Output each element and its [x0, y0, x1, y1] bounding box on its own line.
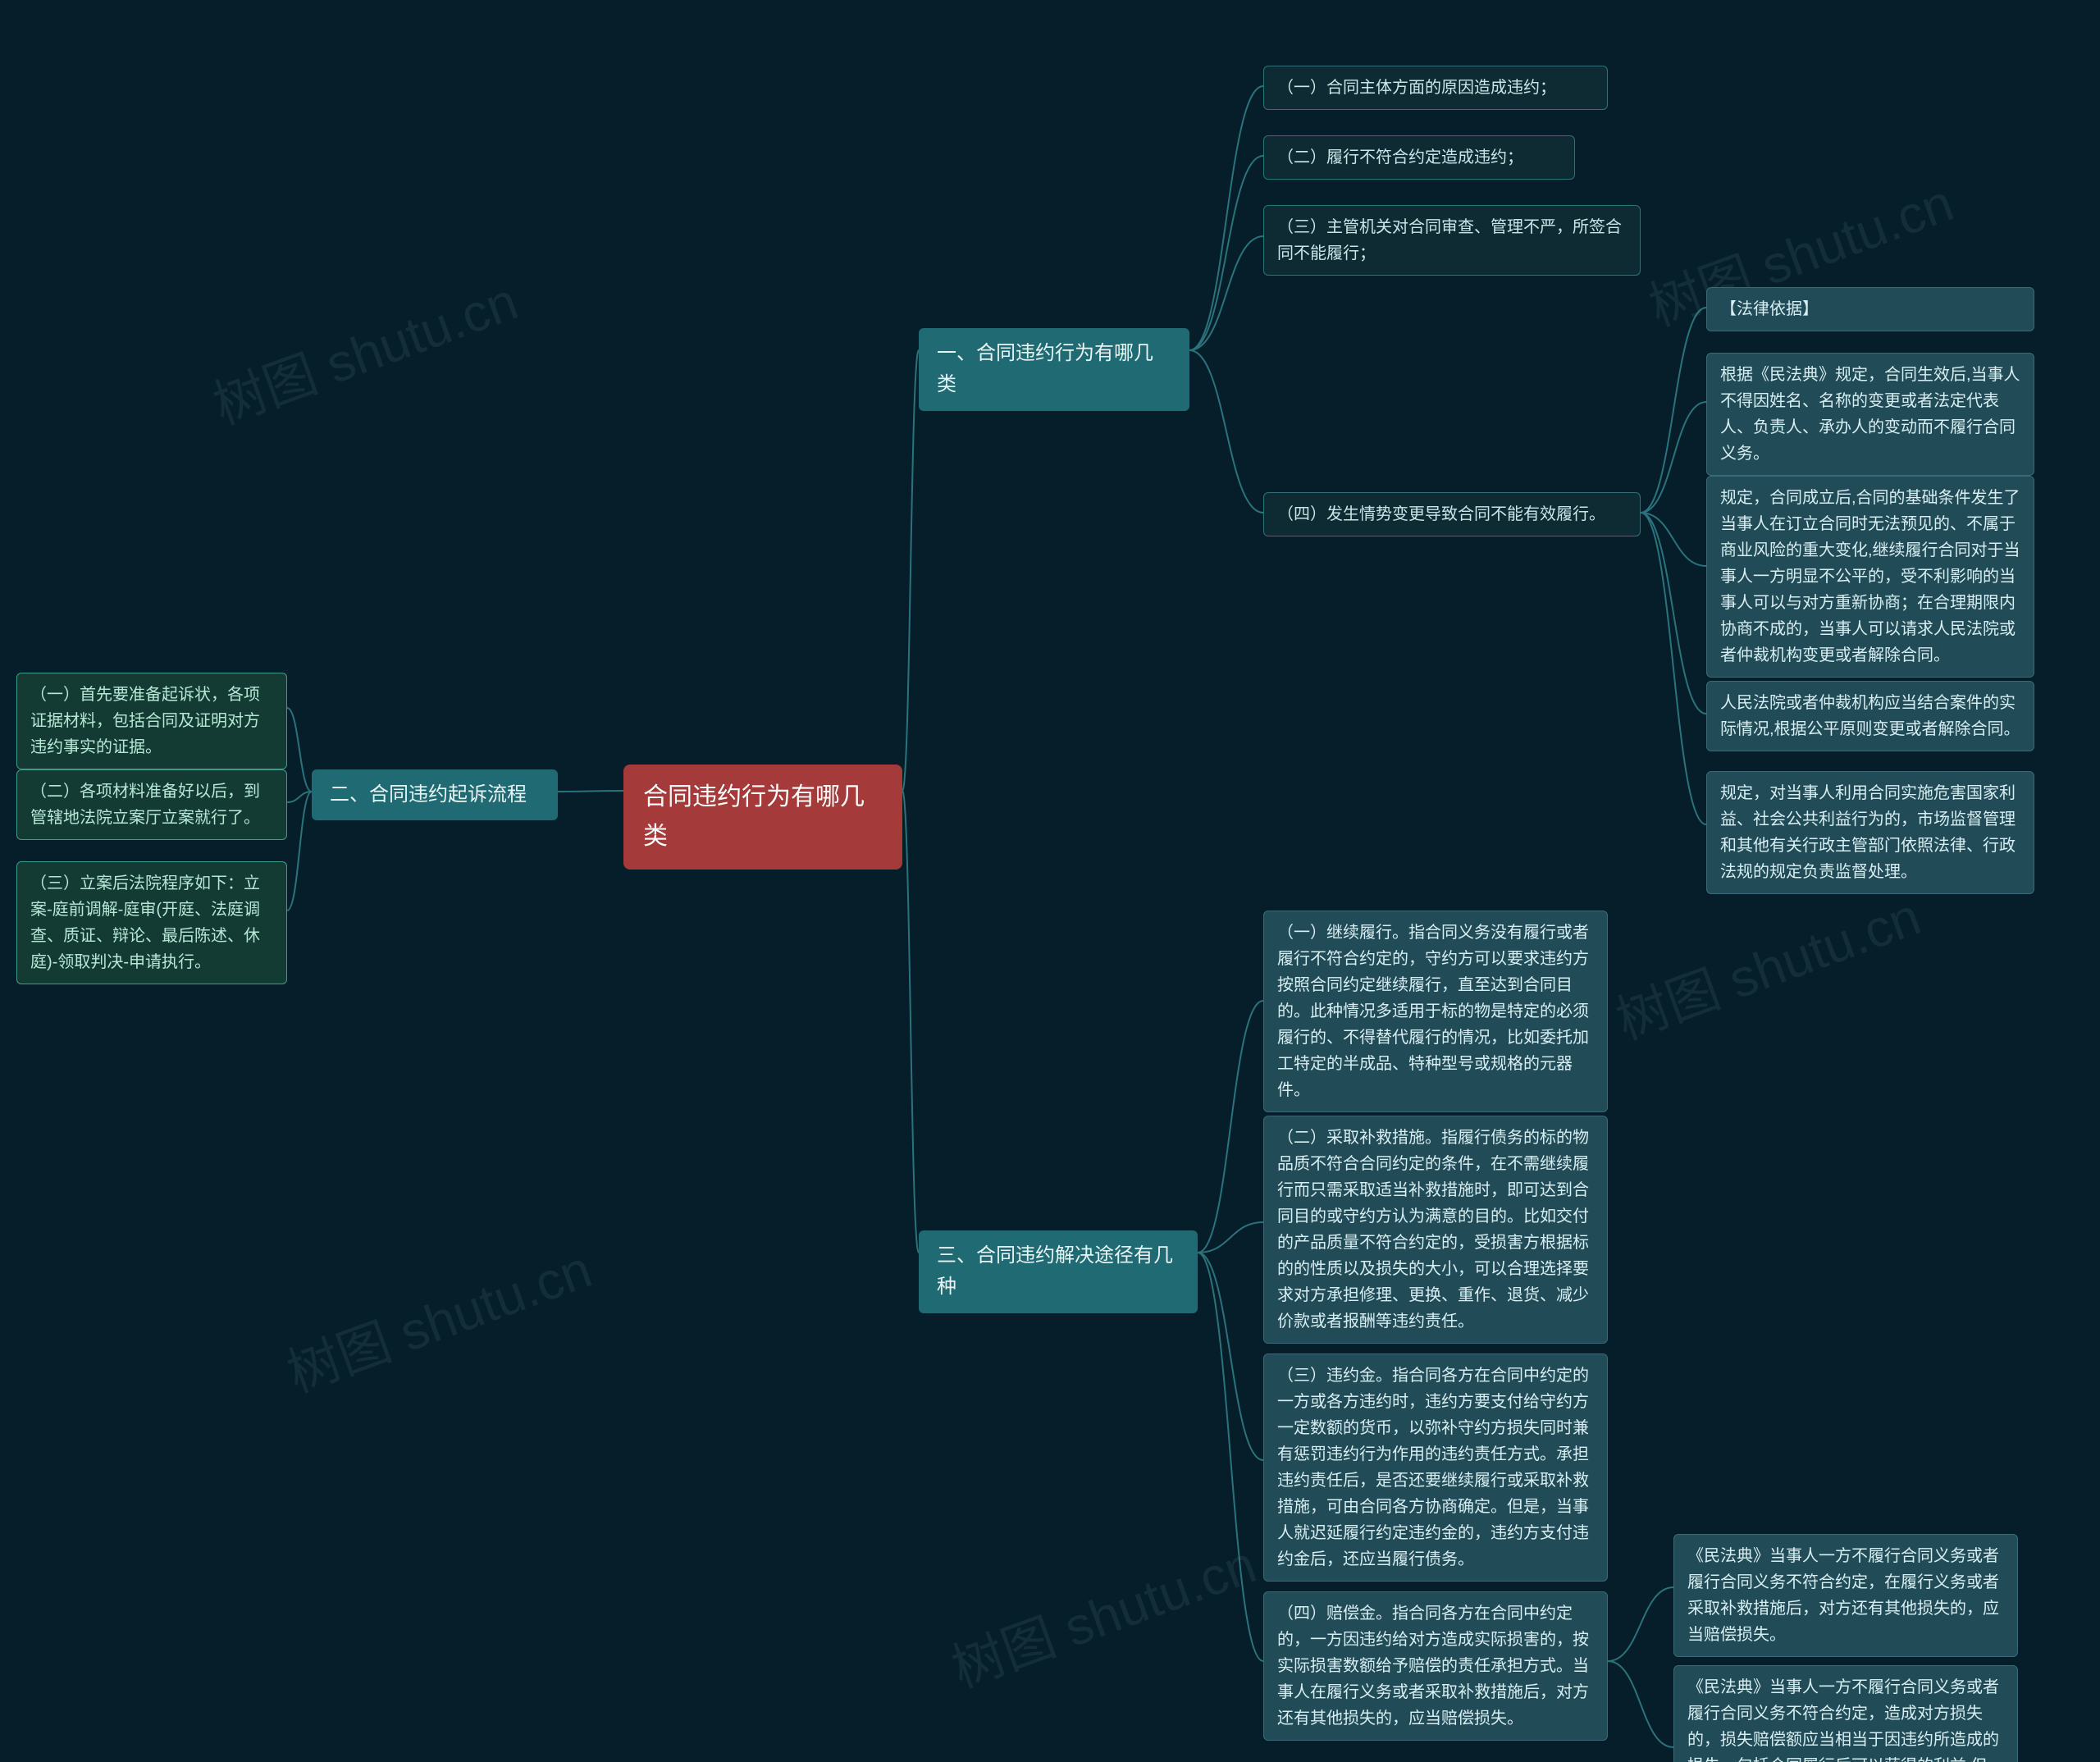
b1-leaf-4-1[interactable]: 【法律依据】 [1706, 287, 2034, 331]
b1-leaf-4-3[interactable]: 规定，合同成立后,合同的基础条件发生了当事人在订立合同时无法预见的、不属于商业风… [1706, 476, 2034, 678]
b1-leaf-3[interactable]: （三）主管机关对合同审查、管理不严，所签合同不能履行； [1263, 205, 1641, 276]
b1-leaf-4-4[interactable]: 人民法院或者仲裁机构应当结合案件的实际情况,根据公平原则变更或者解除合同。 [1706, 681, 2034, 751]
branch-3[interactable]: 三、合同违约解决途径有几种 [919, 1230, 1198, 1313]
b1-leaf-4-2-text: 根据《民法典》规定，合同生效后,当事人不得因姓名、名称的变更或者法定代表人、负责… [1720, 366, 2020, 463]
b3-leaf-4-1[interactable]: 《民法典》当事人一方不履行合同义务或者履行合同义务不符合约定，在履行义务或者采取… [1673, 1534, 2018, 1657]
b3-leaf-1-text: （一）继续履行。指合同义务没有履行或者履行不符合约定的，守约方可以要求违约方按照… [1277, 924, 1589, 1099]
root-label: 合同违约行为有哪几类 [643, 783, 865, 850]
b2-leaf-2-text: （二）各项材料准备好以后，到管辖地法院立案厅立案就行了。 [30, 783, 260, 827]
root-node[interactable]: 合同违约行为有哪几类 [623, 765, 902, 870]
b3-leaf-4-2[interactable]: 《民法典》当事人一方不履行合同义务或者履行合同义务不符合约定，造成对方损失的，损… [1673, 1665, 2018, 1762]
b1-leaf-4-text: （四）发生情势变更导致合同不能有效履行。 [1277, 505, 1605, 523]
b3-leaf-2-text: （二）采取补救措施。指履行债务的标的物品质不符合合同约定的条件，在不需继续履行而… [1277, 1129, 1589, 1331]
b1-leaf-1[interactable]: （一）合同主体方面的原因造成违约； [1263, 66, 1608, 110]
b1-leaf-2-text: （二）履行不符合约定造成违约； [1277, 148, 1523, 167]
b1-leaf-3-text: （三）主管机关对合同审查、管理不严，所签合同不能履行； [1277, 218, 1622, 262]
b1-leaf-4-3-text: 规定，合同成立后,合同的基础条件发生了当事人在订立合同时无法预见的、不属于商业风… [1720, 489, 2020, 664]
b2-leaf-3[interactable]: （三）立案后法院程序如下：立案-庭前调解-庭审(开庭、法庭调查、质证、辩论、最后… [16, 861, 287, 984]
b3-leaf-1[interactable]: （一）继续履行。指合同义务没有履行或者履行不符合约定的，守约方可以要求违约方按照… [1263, 911, 1608, 1112]
b3-leaf-4[interactable]: （四）赔偿金。指合同各方在合同中约定的，一方因违约给对方造成实际损害的，按实际损… [1263, 1591, 1608, 1741]
mindmap-canvas: 树图 shutu.cn树图 shutu.cn树图 shutu.cn树图 shut… [0, 0, 2100, 1762]
b3-leaf-4-text: （四）赔偿金。指合同各方在合同中约定的，一方因违约给对方造成实际损害的，按实际损… [1277, 1605, 1589, 1728]
b3-leaf-4-1-text: 《民法典》当事人一方不履行合同义务或者履行合同义务不符合约定，在履行义务或者采取… [1687, 1547, 1999, 1644]
b2-leaf-1-text: （一）首先要准备起诉状，各项证据材料，包括合同及证明对方违约事实的证据。 [30, 686, 260, 756]
b1-leaf-4[interactable]: （四）发生情势变更导致合同不能有效履行。 [1263, 492, 1641, 536]
b1-leaf-4-5-text: 规定，对当事人利用合同实施危害国家利益、社会公共利益行为的，市场监督管理和其他有… [1720, 784, 2016, 881]
b1-leaf-1-text: （一）合同主体方面的原因造成违约； [1277, 79, 1556, 97]
b2-leaf-3-text: （三）立案后法院程序如下：立案-庭前调解-庭审(开庭、法庭调查、质证、辩论、最后… [30, 874, 260, 971]
branch-1[interactable]: 一、合同违约行为有哪几类 [919, 328, 1189, 411]
branch-2-label: 二、合同违约起诉流程 [330, 783, 527, 806]
b3-leaf-2[interactable]: （二）采取补救措施。指履行债务的标的物品质不符合合同约定的条件，在不需继续履行而… [1263, 1116, 1608, 1344]
b1-leaf-4-1-text: 【法律依据】 [1720, 300, 1819, 318]
branch-1-label: 一、合同违约行为有哪几类 [937, 342, 1153, 395]
branch-3-label: 三、合同违约解决途径有几种 [937, 1244, 1173, 1298]
b3-leaf-4-2-text: 《民法典》当事人一方不履行合同义务或者履行合同义务不符合约定，造成对方损失的，损… [1687, 1678, 1999, 1762]
b1-leaf-2[interactable]: （二）履行不符合约定造成违约； [1263, 135, 1575, 180]
b1-leaf-4-4-text: 人民法院或者仲裁机构应当结合案件的实际情况,根据公平原则变更或者解除合同。 [1720, 694, 2020, 738]
b3-leaf-3[interactable]: （三）违约金。指合同各方在合同中约定的一方或各方违约时，违约方要支付给守约方一定… [1263, 1353, 1608, 1582]
b1-leaf-4-2[interactable]: 根据《民法典》规定，合同生效后,当事人不得因姓名、名称的变更或者法定代表人、负责… [1706, 353, 2034, 476]
b2-leaf-1[interactable]: （一）首先要准备起诉状，各项证据材料，包括合同及证明对方违约事实的证据。 [16, 673, 287, 769]
b2-leaf-2[interactable]: （二）各项材料准备好以后，到管辖地法院立案厅立案就行了。 [16, 769, 287, 840]
b1-leaf-4-5[interactable]: 规定，对当事人利用合同实施危害国家利益、社会公共利益行为的，市场监督管理和其他有… [1706, 771, 2034, 894]
branch-2[interactable]: 二、合同违约起诉流程 [312, 769, 558, 820]
b3-leaf-3-text: （三）违约金。指合同各方在合同中约定的一方或各方违约时，违约方要支付给守约方一定… [1277, 1367, 1589, 1568]
